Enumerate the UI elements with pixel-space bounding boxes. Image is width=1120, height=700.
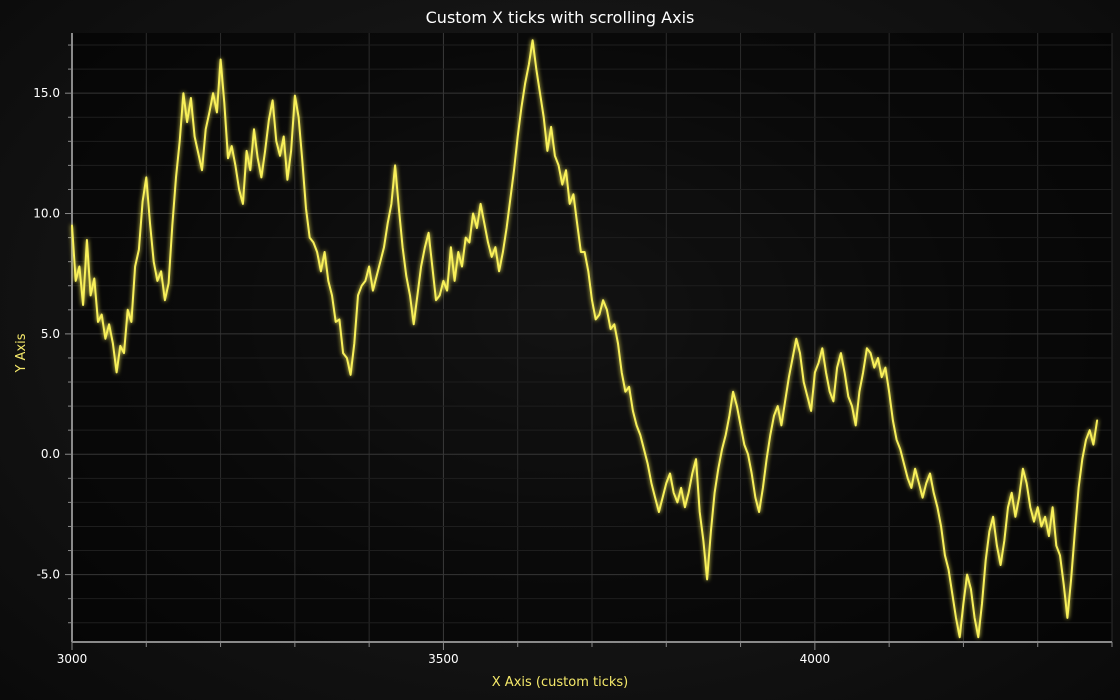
y-tick-label: 10.0 [33,207,60,221]
series-line-0 [71,39,1099,639]
y-tick-label: 15.0 [33,86,60,100]
x-tick-label: 4000 [800,652,831,666]
y-tick-label: -5.0 [37,568,60,582]
x-tick-label: 3000 [57,652,88,666]
tick-labels: 3000 3500 4000 -5.0 0.0 5.0 10.0 15.0 [33,86,830,666]
axes [65,33,1113,650]
x-tick-label: 3500 [428,652,459,666]
x-axis-title: X Axis (custom ticks) [492,675,628,690]
series-layer [71,39,1099,639]
y-tick-label: 0.0 [41,447,60,461]
chart-title: Custom X ticks with scrolling Axis [425,8,695,27]
y-tick-label: 5.0 [41,327,60,341]
grid-lines [71,33,1113,642]
y-axis-title: Y Axis [14,333,29,373]
